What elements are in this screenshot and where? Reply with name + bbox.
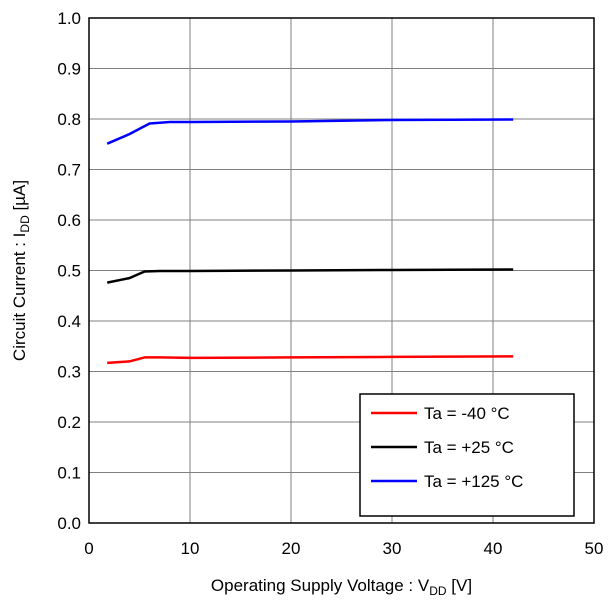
y-tick-label: 0.4 <box>57 312 81 331</box>
x-tick-label: 0 <box>84 539 93 558</box>
y-tick-label: 0.0 <box>57 514 81 533</box>
legend-label: Ta = +25 °C <box>424 438 514 457</box>
y-tick-label: 0.6 <box>57 211 81 230</box>
x-tick-label: 20 <box>282 539 301 558</box>
y-tick-label: 0.8 <box>57 110 81 129</box>
y-axis-title: Circuit Current : IDD [µA] <box>10 180 32 361</box>
x-tick-label: 10 <box>181 539 200 558</box>
x-axis-title: Operating Supply Voltage : VDD [V] <box>211 576 472 598</box>
y-tick-label: 0.5 <box>57 262 81 281</box>
series-lines <box>106 118 514 365</box>
series-line <box>107 355 514 365</box>
y-tick-label: 1.0 <box>57 9 81 28</box>
legend: Ta = -40 °C Ta = +25 °C Ta = +125 °C <box>359 393 575 517</box>
legend-items: Ta = -40 °C Ta = +25 °C Ta = +125 °C <box>371 404 523 491</box>
legend-label: Ta = -40 °C <box>424 404 510 423</box>
y-tick-label: 0.2 <box>57 413 81 432</box>
series-line <box>106 118 514 145</box>
y-tick-label: 0.3 <box>57 363 81 382</box>
x-tick-label: 30 <box>383 539 402 558</box>
y-tick-label: 0.7 <box>57 161 81 180</box>
grid-lines <box>88 17 595 524</box>
x-tick-label: 40 <box>484 539 503 558</box>
x-tick-label: 50 <box>585 539 604 558</box>
legend-label: Ta = +125 °C <box>424 472 523 491</box>
y-tick-labels: 0.0 0.1 0.2 0.3 0.4 0.5 0.6 0.7 0.8 0.9 1.0 <box>57 9 81 533</box>
x-tick-labels: 0 10 20 30 40 50 <box>84 539 603 558</box>
y-tick-label: 0.1 <box>57 464 81 483</box>
legend-box <box>359 393 575 517</box>
series-line <box>106 268 514 284</box>
plot-frame <box>88 17 595 524</box>
y-tick-label: 0.9 <box>57 60 81 79</box>
